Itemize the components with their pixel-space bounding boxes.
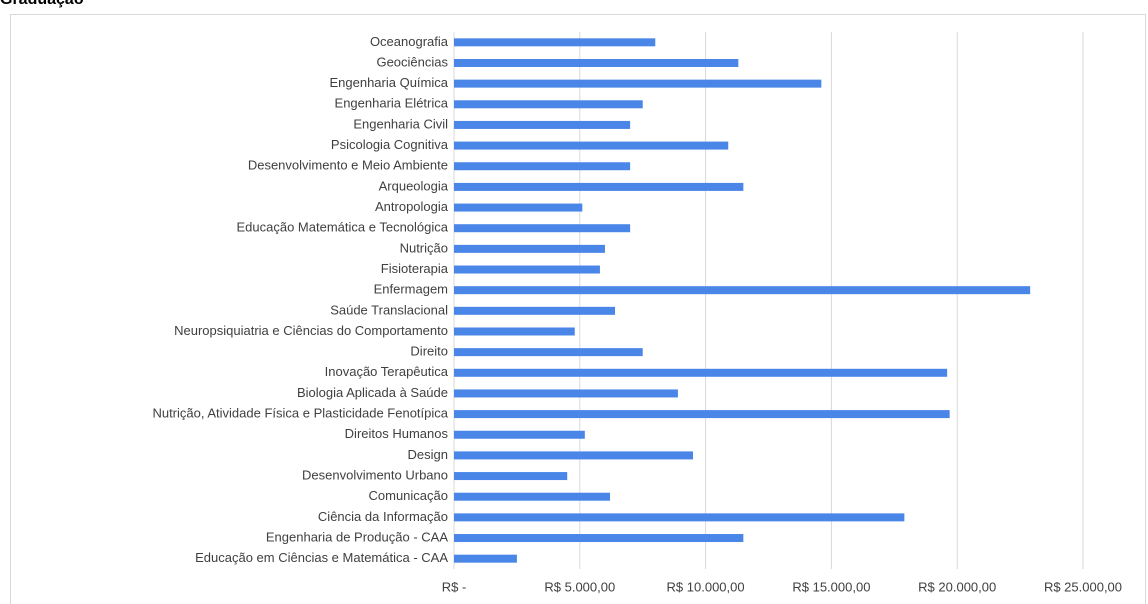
x-tick-label: R$ 10.000,00 — [667, 579, 745, 594]
y-tick-label: Nutrição — [400, 240, 448, 255]
y-tick-label: Inovação Terapêutica — [325, 364, 449, 379]
bar — [454, 410, 950, 419]
y-tick-label: Direito — [410, 344, 448, 359]
bar — [454, 203, 583, 212]
bar — [454, 389, 678, 398]
bar — [454, 100, 643, 109]
x-tick-label: R$ - — [442, 579, 467, 594]
y-tick-label: Comunicação — [369, 488, 449, 503]
bar — [454, 534, 744, 543]
y-tick-label: Psicologia Cognitiva — [331, 137, 449, 152]
y-tick-label: Desenvolvimento e Meio Ambiente — [248, 158, 448, 173]
bar — [454, 451, 694, 460]
y-tick-label: Fisioterapia — [381, 261, 449, 276]
y-tick-label: Engenharia Química — [329, 75, 448, 90]
y-tick-label: Engenharia Elétrica — [335, 96, 449, 111]
y-tick-label: Engenharia Civil — [353, 116, 448, 131]
bar — [454, 58, 739, 67]
bar — [454, 265, 600, 274]
x-tick-label: R$ 20.000,00 — [918, 579, 996, 594]
bar — [454, 348, 643, 357]
x-tick-label: R$ 25.000,00 — [1044, 579, 1122, 594]
bar — [454, 368, 948, 377]
bar — [454, 554, 517, 563]
y-tick-label: Neuropsiquiatria e Ciências do Comportam… — [174, 323, 448, 338]
x-tick-label: R$ 5.000,00 — [544, 579, 615, 594]
y-tick-label: Educação em Ciências e Matemática - CAA — [195, 550, 448, 565]
bar — [454, 224, 631, 233]
bar — [454, 162, 631, 171]
bar — [454, 472, 568, 481]
bar — [454, 513, 905, 522]
y-tick-label: Educação Matemática e Tecnológica — [237, 220, 449, 235]
y-tick-label: Biologia Aplicada à Saúde — [297, 385, 448, 400]
bar — [454, 327, 575, 336]
bar — [454, 141, 729, 150]
bar — [454, 120, 631, 129]
bar — [454, 244, 605, 253]
y-tick-label: Enfermagem — [374, 282, 448, 297]
bar — [454, 38, 656, 47]
y-tick-label: Engenharia de Produção - CAA — [266, 529, 448, 544]
y-tick-label: Design — [408, 447, 448, 462]
y-tick-label: Direitos Humanos — [345, 426, 449, 441]
bar — [454, 79, 822, 88]
bar — [454, 306, 616, 315]
chart-title: Graduação — [0, 0, 84, 8]
bar — [454, 430, 585, 439]
bar — [454, 492, 610, 501]
y-tick-label: Nutrição, Atividade Física e Plasticidad… — [152, 406, 448, 421]
y-tick-label: Saúde Translacional — [330, 302, 448, 317]
y-tick-label: Ciência da Informação — [318, 509, 448, 524]
y-tick-label: Oceanografia — [370, 34, 449, 49]
y-tick-label: Arqueologia — [379, 178, 449, 193]
y-tick-label: Antropologia — [375, 199, 449, 214]
bar — [454, 286, 1031, 295]
x-tick-label: R$ 15.000,00 — [792, 579, 870, 594]
y-tick-label: Geociências — [376, 54, 448, 69]
y-tick-label: Desenvolvimento Urbano — [302, 467, 448, 482]
bar — [454, 182, 744, 191]
